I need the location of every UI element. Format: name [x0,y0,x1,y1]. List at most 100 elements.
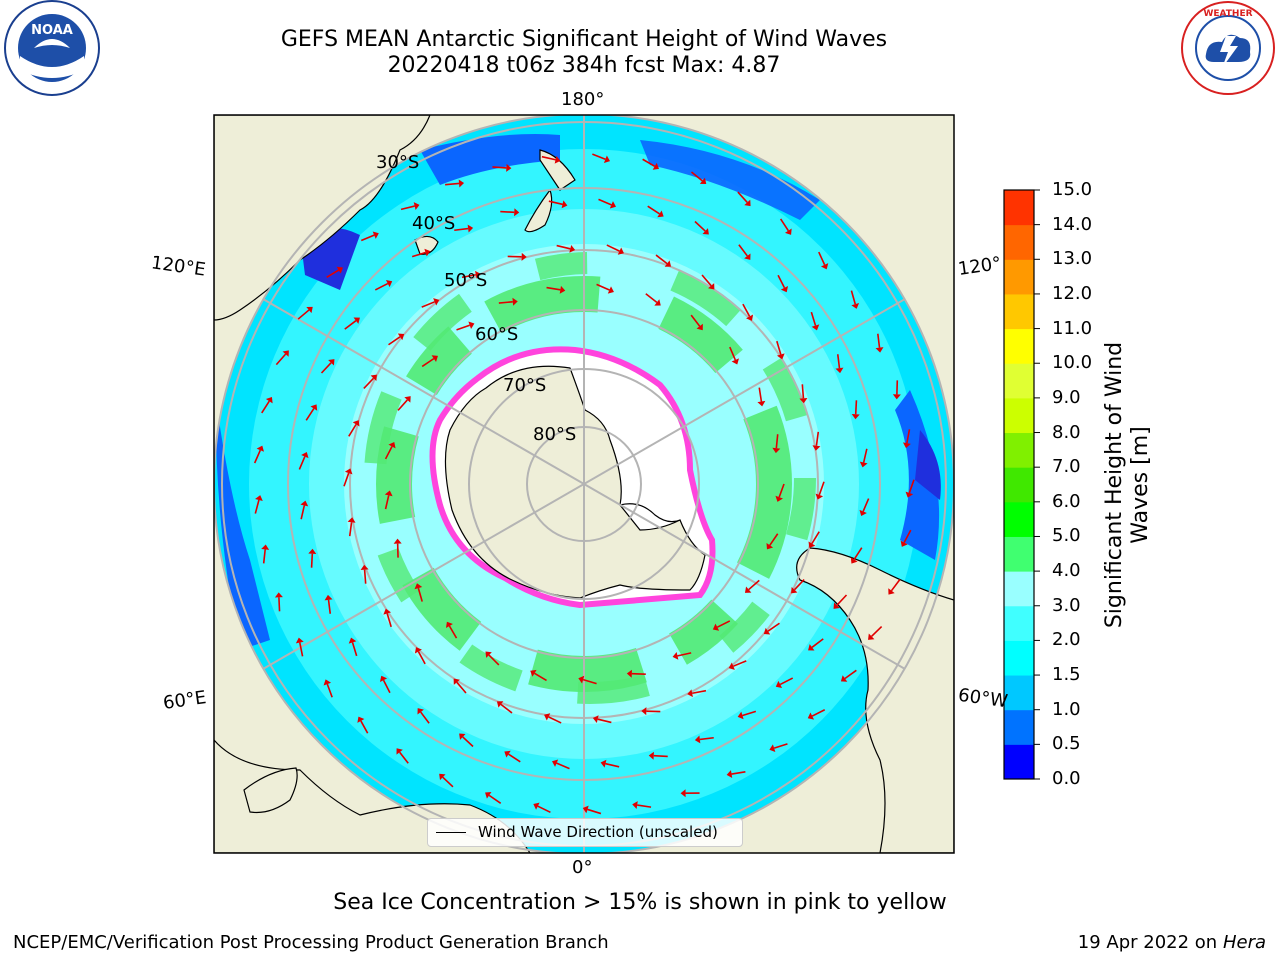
footer-date: 19 Apr 2022 on Hera [1078,932,1266,953]
wind-wave-arrowhead [468,321,475,329]
wind-wave-arrowhead [414,647,422,654]
wind-wave-arrow [454,227,469,232]
lon-label-180: 180° [561,89,605,110]
wind-wave-arrowhead [323,679,332,686]
land-tasmania [414,235,439,255]
wind-wave-arrowhead [744,199,751,207]
colorbar-segment [1004,605,1034,641]
colorbar-tick-label: 2.0 [1052,629,1081,651]
wind-wave-arrow [818,481,825,496]
wind-wave-arrow [327,599,332,614]
wind-wave-arrowhead [261,544,270,550]
colorbar-tick-label: 1.5 [1052,664,1081,686]
wind-wave-arrowhead [336,266,343,274]
wind-wave-arrowhead [396,748,403,755]
wind-wave-arrow [605,762,620,768]
wind-wave-arrowhead [578,675,585,684]
wind-wave-arrowhead [352,420,360,427]
wind-wave-arrowhead [384,490,393,497]
wind-wave-arrowhead [603,155,611,163]
wind-wave-arrowhead [256,445,264,452]
wind-wave-arrowhead [772,447,781,454]
wind-wave-arrow [811,638,824,648]
wind-wave-arrowhead [744,586,752,593]
wind-wave-arrow [384,495,390,510]
wind-wave-arrow [908,479,915,494]
wind-wave-arrowhead [344,468,353,475]
wind-wave-arrow [778,483,785,498]
wind-wave-arrowhead [737,711,744,720]
wind-wave-arrowhead [383,608,392,615]
wind-wave-arrowhead [672,651,679,660]
wind-wave-arrow [411,251,426,258]
land-australia [214,115,431,321]
wind-wave-arrowhead [859,461,868,468]
wind-wave-arrowhead [757,400,766,407]
wind-wave-arrow [793,578,805,591]
wind-wave-arrowhead [485,792,492,799]
wind-wave-arrow [297,309,310,320]
footer-date-text: 19 Apr 2022 on [1077,932,1223,953]
colorbar-tick-label: 8.0 [1052,421,1081,443]
wind-wave-arrowhead [439,773,446,781]
wind-wave-arrowhead [812,445,821,451]
colorbar-tick-label: 5.0 [1052,525,1081,547]
colorbar-tick-label: 0.0 [1052,768,1081,789]
wind-wave-arrow [388,336,401,346]
wind-wave-arrow [677,652,692,657]
wind-wave-arrowhead [833,602,840,609]
wind-wave-arrow [500,703,513,714]
wind-wave-arrow [737,191,748,203]
wind-wave-arrowhead [485,651,492,658]
wind-wave-arrow [556,762,570,770]
wind-wave-arrow [348,522,353,537]
colorbar-tick-label: 6.0 [1052,490,1081,512]
wind-wave-arrow [742,710,757,717]
wind-wave-arrowhead [708,283,715,290]
wind-wave-arrow [777,274,786,289]
wind-wave-arrowhead [551,759,559,767]
colorbar-tick-label: 15.0 [1052,179,1093,200]
wind-wave-arrow [655,254,668,265]
wind-wave-arrow [815,431,820,446]
wind-wave-arrowhead [607,286,614,294]
wind-wave-arrow [417,651,426,665]
wind-wave-arrowhead [372,231,379,239]
wind-wave-arrow [348,423,357,437]
wind-wave-arrow [326,269,340,279]
wind-wave-arrow [729,346,737,361]
colorbar-segment [1004,640,1034,676]
wind-wave-arrow [262,549,266,564]
wind-wave-arrowhead [592,715,599,724]
wind-wave-arrowhead [868,633,875,640]
wind-wave-arrow [647,205,660,215]
wind-wave-arrowhead [784,228,792,235]
wind-wave-arrow [310,553,314,568]
wind-wave-arrow [363,377,375,390]
wind-wave-arrow [801,384,805,399]
wind-wave-arrow [492,166,507,169]
wind-wave-arrowhead [414,583,423,590]
wind-wave-arrowhead [680,789,686,798]
antarctic-peninsula [619,503,681,523]
wind-wave-arrowhead [282,350,289,357]
wind-wave-arrowhead [851,303,860,309]
wind-wave-arrowhead [533,802,540,810]
wind-wave-arrow [690,314,701,327]
wind-wave-arrowhead [404,396,411,403]
wind-wave-arrowhead [799,397,808,404]
wind-wave-arrow [326,683,333,698]
wind-wave-arrowhead [840,675,848,682]
wind-wave-arrowhead [554,155,561,164]
wind-wave-arrow [773,743,788,749]
colorbar-label: Significant Height of Wind Waves [m] [1102,341,1153,629]
wind-wave-arrows [253,153,915,815]
wind-wave-arrow [261,400,270,414]
map-frame [213,114,955,854]
lat-label-80s: 80°S [533,424,577,445]
footer-credit: NCEP/EMC/Verification Post Processing Pr… [13,932,609,953]
wind-wave-arrowhead [306,306,313,314]
wind-wave-arrowhead [424,248,431,257]
wind-wave-arrowhead [808,541,816,548]
